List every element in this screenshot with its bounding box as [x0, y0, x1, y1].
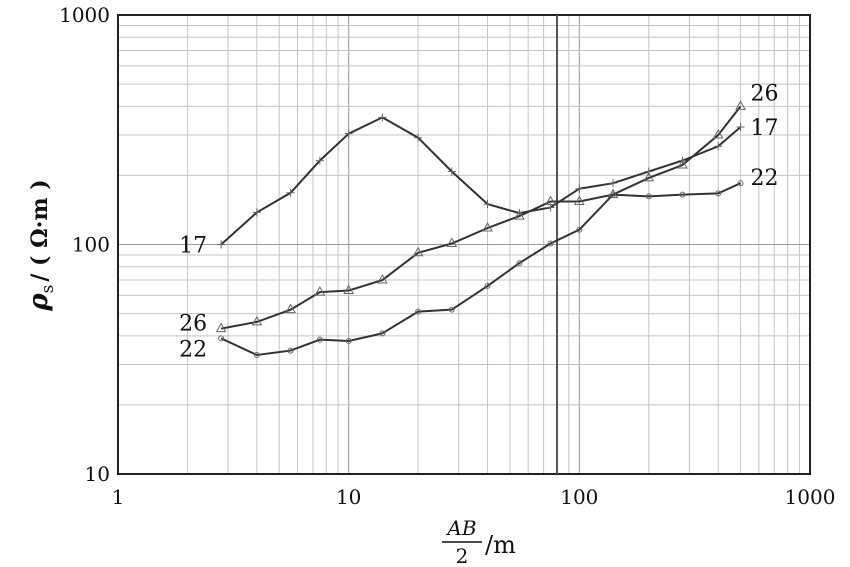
x-tick-label: 1	[112, 485, 125, 509]
data-point	[735, 100, 746, 110]
data-point	[715, 190, 722, 197]
series-line	[220, 105, 742, 330]
data-point	[447, 167, 456, 176]
data-point	[448, 306, 455, 313]
data-point	[415, 308, 422, 315]
x-tick-label: 1000	[785, 485, 836, 509]
plot-frame	[117, 14, 811, 475]
data-point	[643, 171, 655, 182]
data-point	[644, 167, 653, 176]
data-point	[218, 335, 225, 342]
data-point	[377, 274, 388, 284]
data-point	[286, 188, 295, 197]
data-point	[514, 210, 525, 220]
series-line	[220, 182, 741, 357]
y-axis-label: ρs / ( Ω·m )	[24, 179, 58, 311]
data-point	[482, 221, 493, 232]
data-point	[645, 193, 652, 200]
y-tick-label: 10	[85, 462, 110, 486]
data-point	[414, 133, 423, 142]
x-tick-label: 100	[560, 485, 598, 509]
x-axis-denominator: 2	[456, 544, 469, 567]
data-point	[712, 128, 724, 139]
y-tick-label: 1000	[59, 3, 110, 27]
data-point	[251, 315, 263, 326]
x-axis-numerator: AB	[445, 516, 476, 540]
y-axis-symbol: ρ	[24, 293, 54, 312]
series-26: 26 26	[179, 81, 778, 336]
data-point	[343, 284, 355, 295]
data-point	[483, 200, 492, 209]
data-point	[217, 240, 226, 249]
data-point	[484, 282, 491, 289]
data-point	[412, 246, 424, 257]
series-start-label: 26	[179, 312, 207, 337]
data-point	[215, 322, 227, 333]
data-point	[547, 240, 554, 247]
series-start-label: 17	[179, 234, 207, 259]
data-point	[545, 195, 556, 205]
data-point	[575, 184, 584, 193]
data-point	[737, 180, 744, 187]
data-point	[315, 156, 324, 165]
data-point	[677, 158, 688, 169]
y-axis-unit: / ( Ω·m )	[27, 179, 53, 281]
x-axis-unit: /m	[485, 531, 516, 559]
data-point	[576, 226, 583, 233]
data-point	[287, 347, 294, 354]
data-point	[736, 123, 745, 132]
series-end-label: 26	[751, 81, 779, 106]
series-end-label: 17	[751, 116, 779, 141]
data-point	[345, 337, 352, 344]
data-point	[516, 260, 523, 267]
data-point	[573, 195, 585, 205]
grid	[118, 15, 810, 474]
data-point	[714, 142, 723, 151]
data-point	[253, 352, 260, 359]
data-point	[252, 208, 261, 217]
series-start-label: 22	[179, 337, 207, 362]
data-point	[378, 113, 387, 122]
x-tick-label: 10	[336, 485, 361, 509]
series-22: 22 22	[179, 166, 778, 362]
data-point	[610, 191, 617, 198]
data-point	[285, 303, 296, 314]
data-point	[314, 286, 326, 296]
series-end-label: 22	[751, 166, 779, 191]
series-line	[220, 116, 742, 246]
data-point	[344, 129, 353, 138]
data-point	[446, 237, 458, 248]
data-point	[379, 330, 386, 337]
data-point	[609, 179, 618, 188]
svg-text:ρs/ ( Ω·m ): ρs / ( Ω·m )	[24, 179, 58, 311]
data-point	[679, 191, 686, 198]
y-tick-label: 100	[72, 233, 110, 257]
x-axis-label: AB 2 /m	[442, 516, 516, 567]
data-point	[316, 336, 323, 343]
y-axis-subscript: s	[38, 285, 58, 294]
